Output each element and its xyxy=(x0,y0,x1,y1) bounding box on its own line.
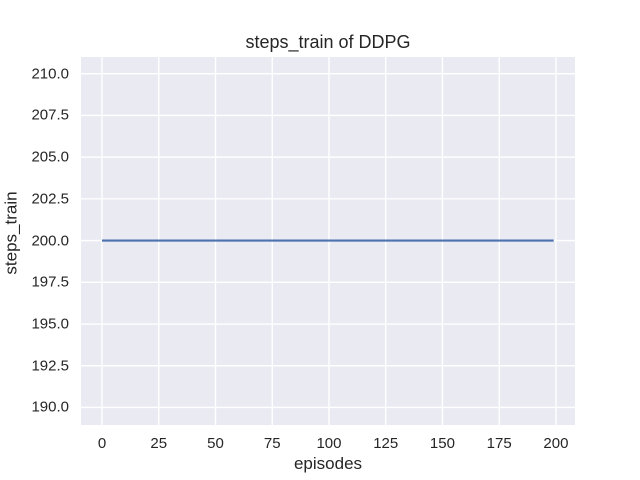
x-axis-label: episodes xyxy=(293,454,363,473)
y-tick-label: 210.0 xyxy=(31,65,69,83)
x-tick-label: 200 xyxy=(543,435,569,452)
y-tick-label: 192.5 xyxy=(31,357,69,375)
y-tick-label: 205.0 xyxy=(31,148,69,166)
x-tick-label: 100 xyxy=(316,435,342,452)
x-tick-label: 75 xyxy=(263,435,281,452)
y-tick-label: 207.5 xyxy=(31,106,69,124)
y-tick-label: 202.5 xyxy=(31,190,69,208)
x-tick-label: 125 xyxy=(373,435,399,452)
plot-area xyxy=(81,57,575,425)
plot-canvas xyxy=(81,57,575,425)
x-tick-label: 25 xyxy=(150,435,168,452)
x-tick-label: 50 xyxy=(207,435,224,452)
x-tick-label: 150 xyxy=(429,435,455,452)
x-tick-label: 0 xyxy=(97,435,107,452)
y-tick-label: 190.0 xyxy=(31,398,69,416)
y-tick-label: 195.0 xyxy=(31,315,69,333)
y-tick-label: 197.5 xyxy=(31,273,69,291)
y-tick-label: 200.0 xyxy=(31,232,69,250)
chart-title: steps_train of DDPG xyxy=(245,32,411,52)
x-tick-label: 175 xyxy=(486,435,512,452)
